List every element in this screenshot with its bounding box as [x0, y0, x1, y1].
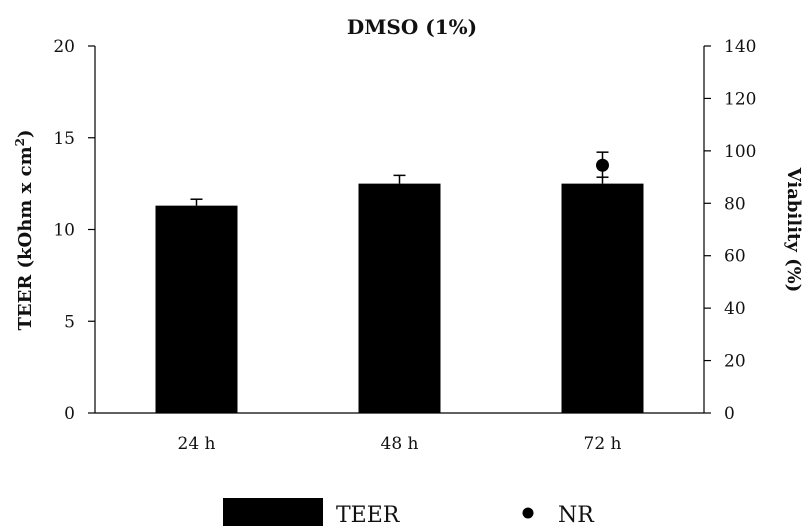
- legend-teer-label: TEER: [336, 503, 401, 528]
- left-y-tick-label: 10: [53, 221, 75, 241]
- legend-nr-marker: [522, 507, 534, 519]
- right-y-tick-label: 20: [724, 352, 746, 372]
- right-y-tick-label: 120: [724, 89, 756, 109]
- nr-points: [596, 158, 609, 172]
- left-y-axis-title-close: ): [15, 129, 36, 138]
- right-y-tick-label: 40: [724, 299, 746, 319]
- right-y-ticks: 0 20 40 60 80 100 120 140: [704, 37, 756, 424]
- right-y-tick-label: 140: [724, 37, 756, 57]
- bar-teer: [561, 183, 644, 413]
- x-tick-label: 72 h: [584, 434, 622, 454]
- bars: [155, 183, 644, 413]
- left-y-ticks: 0 5 10 15 20: [53, 37, 95, 424]
- error-bars: [190, 151, 609, 206]
- right-y-tick-label: 60: [724, 247, 746, 267]
- right-y-tick-label: 80: [724, 194, 746, 214]
- legend: TEER NR: [223, 498, 595, 528]
- right-y-tick-label: 100: [724, 142, 756, 162]
- chart-title: DMSO (1%): [347, 15, 477, 39]
- legend-teer-swatch: [223, 498, 323, 526]
- left-y-axis-title-superscript: 2: [13, 138, 27, 146]
- bar-teer: [155, 205, 238, 413]
- left-y-tick-label: 20: [53, 37, 75, 57]
- left-y-axis-title-base: TEER (kOhm x cm: [15, 146, 36, 330]
- x-ticks: 24 h 48 h 72 h: [178, 434, 622, 454]
- x-tick-label: 24 h: [178, 434, 216, 454]
- right-y-axis-title: Viability (%): [783, 167, 802, 292]
- left-y-tick-label: 15: [53, 129, 75, 149]
- bar-teer: [358, 183, 441, 413]
- point-nr: [596, 158, 609, 172]
- left-y-tick-label: 5: [64, 312, 75, 332]
- legend-nr-label: NR: [558, 503, 595, 528]
- left-y-axis-title: TEER (kOhm x cm2): [13, 129, 36, 330]
- x-tick-label: 48 h: [381, 434, 419, 454]
- right-y-tick-label: 0: [724, 404, 735, 424]
- left-y-tick-label: 0: [64, 404, 75, 424]
